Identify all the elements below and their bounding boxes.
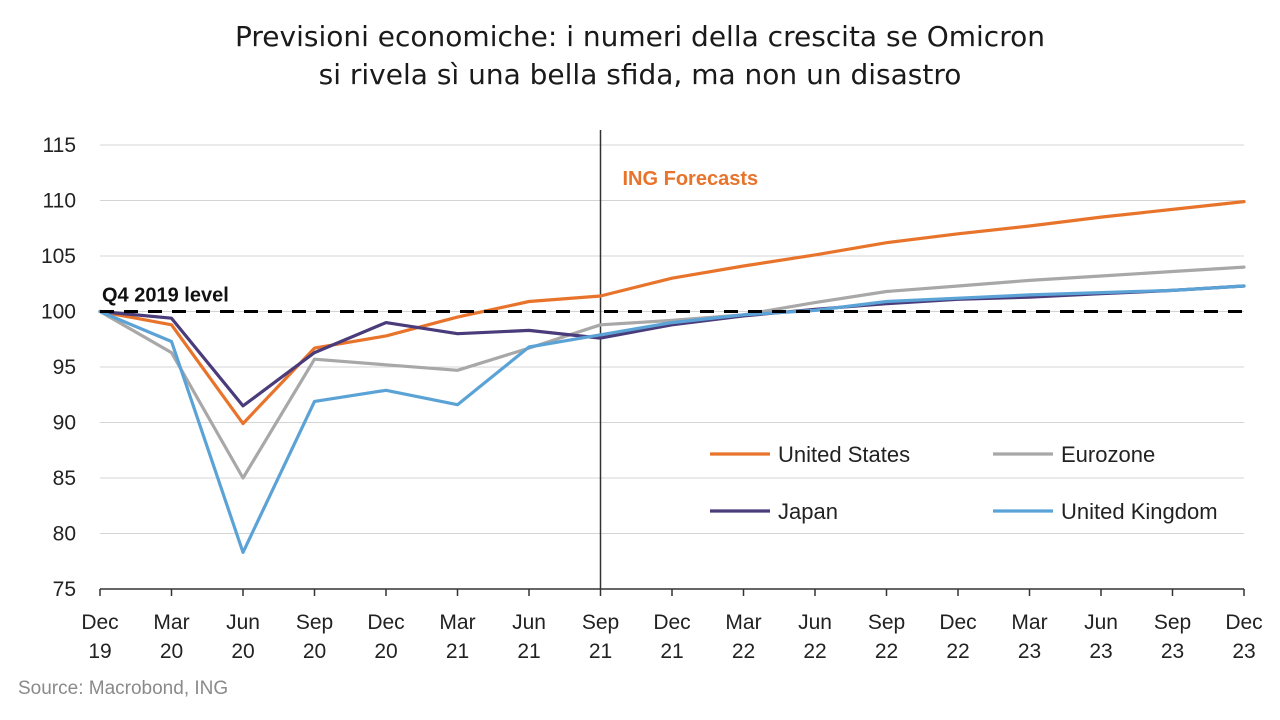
forecast-label: ING Forecasts bbox=[623, 168, 759, 190]
series-lines bbox=[98, 200, 1246, 555]
grid-lines bbox=[100, 144, 1244, 534]
x-tick-label-year: 22 bbox=[946, 640, 969, 663]
x-tick-label-year: 20 bbox=[303, 640, 326, 663]
x-tick-label-month: Mar bbox=[725, 611, 761, 634]
x-tick-label-year: 20 bbox=[160, 640, 183, 663]
x-tick-label-month: Jun bbox=[226, 611, 260, 634]
x-tick-label-year: 23 bbox=[1232, 640, 1255, 663]
x-tick-label-year: 22 bbox=[875, 640, 898, 663]
legend-label-united-states: United States bbox=[778, 442, 910, 467]
series-line-united-kingdom bbox=[98, 284, 1246, 555]
x-tick-label-month: Mar bbox=[1011, 611, 1047, 634]
series-line-eurozone bbox=[98, 265, 1246, 480]
y-tick-label: 105 bbox=[41, 245, 76, 268]
x-tick-label-year: 22 bbox=[732, 640, 755, 663]
x-tick-label-month: Dec bbox=[81, 611, 118, 634]
x-tick-label-month: Jun bbox=[1084, 611, 1118, 634]
y-tick-label: 85 bbox=[53, 467, 76, 490]
legend-label-eurozone: Eurozone bbox=[1061, 442, 1155, 467]
x-tick-label-year: 20 bbox=[374, 640, 397, 663]
x-tick-label-month: Dec bbox=[653, 611, 690, 634]
legend-label-united-kingdom: United Kingdom bbox=[1061, 499, 1218, 524]
x-tick-label-year: 23 bbox=[1089, 640, 1112, 663]
chart-title: Previsioni economiche: i numeri della cr… bbox=[0, 18, 1280, 94]
legend-label-japan: Japan bbox=[778, 499, 838, 524]
y-tick-label: 80 bbox=[53, 523, 76, 546]
x-tick-label-year: 23 bbox=[1018, 640, 1041, 663]
x-tick-label-month: Mar bbox=[439, 611, 475, 634]
y-tick-label: 90 bbox=[53, 412, 76, 435]
y-tick-label: 100 bbox=[41, 301, 76, 324]
x-tick-label-month: Sep bbox=[296, 611, 333, 634]
x-tick-label-year: 21 bbox=[517, 640, 540, 663]
x-tick-label-month: Sep bbox=[1154, 611, 1191, 634]
x-tick-label-month: Mar bbox=[153, 611, 189, 634]
source-note: Source: Macrobond, ING bbox=[18, 678, 229, 699]
chart-title-line-2: si rivela sì una bella sfida, ma non un … bbox=[318, 58, 962, 91]
x-tick-label-month: Dec bbox=[367, 611, 404, 634]
y-tick-label: 110 bbox=[43, 190, 76, 213]
x-tick-label-month: Sep bbox=[582, 611, 619, 634]
legend: United States Eurozone Japan United Kingdom bbox=[710, 442, 1218, 524]
reference-line-label: Q4 2019 level bbox=[102, 285, 229, 307]
x-tick-label-year: 22 bbox=[803, 640, 826, 663]
y-tick-label: 115 bbox=[43, 134, 76, 157]
x-tick-label-month: Jun bbox=[798, 611, 832, 634]
x-tick-label-month: Sep bbox=[868, 611, 905, 634]
x-tick-label-year: 21 bbox=[660, 640, 683, 663]
axes: 75 80 85 90 95 100 105 110 115 Dec 19 Mar 20 Jun 20 Sep… bbox=[41, 134, 1263, 663]
forecast-divider: ING Forecasts bbox=[599, 130, 759, 589]
x-tick-label-month: Dec bbox=[1225, 611, 1262, 634]
x-tick-label-year: 19 bbox=[88, 640, 111, 663]
x-tick-label-year: 23 bbox=[1161, 640, 1184, 663]
series-line-japan bbox=[98, 284, 1246, 408]
series-line-united-states bbox=[98, 200, 1246, 426]
x-tick-label-year: 21 bbox=[589, 640, 612, 663]
x-tick-label-month: Jun bbox=[512, 611, 546, 634]
chart-title-line-1: Previsioni economiche: i numeri della cr… bbox=[235, 20, 1045, 53]
x-tick-label-year: 20 bbox=[231, 640, 254, 663]
y-tick-label: 95 bbox=[53, 356, 76, 379]
reference-line: Q4 2019 level bbox=[100, 285, 1244, 313]
y-tick-label: 75 bbox=[53, 578, 76, 601]
x-tick-label-month: Dec bbox=[939, 611, 976, 634]
x-tick-label-year: 21 bbox=[446, 640, 469, 663]
